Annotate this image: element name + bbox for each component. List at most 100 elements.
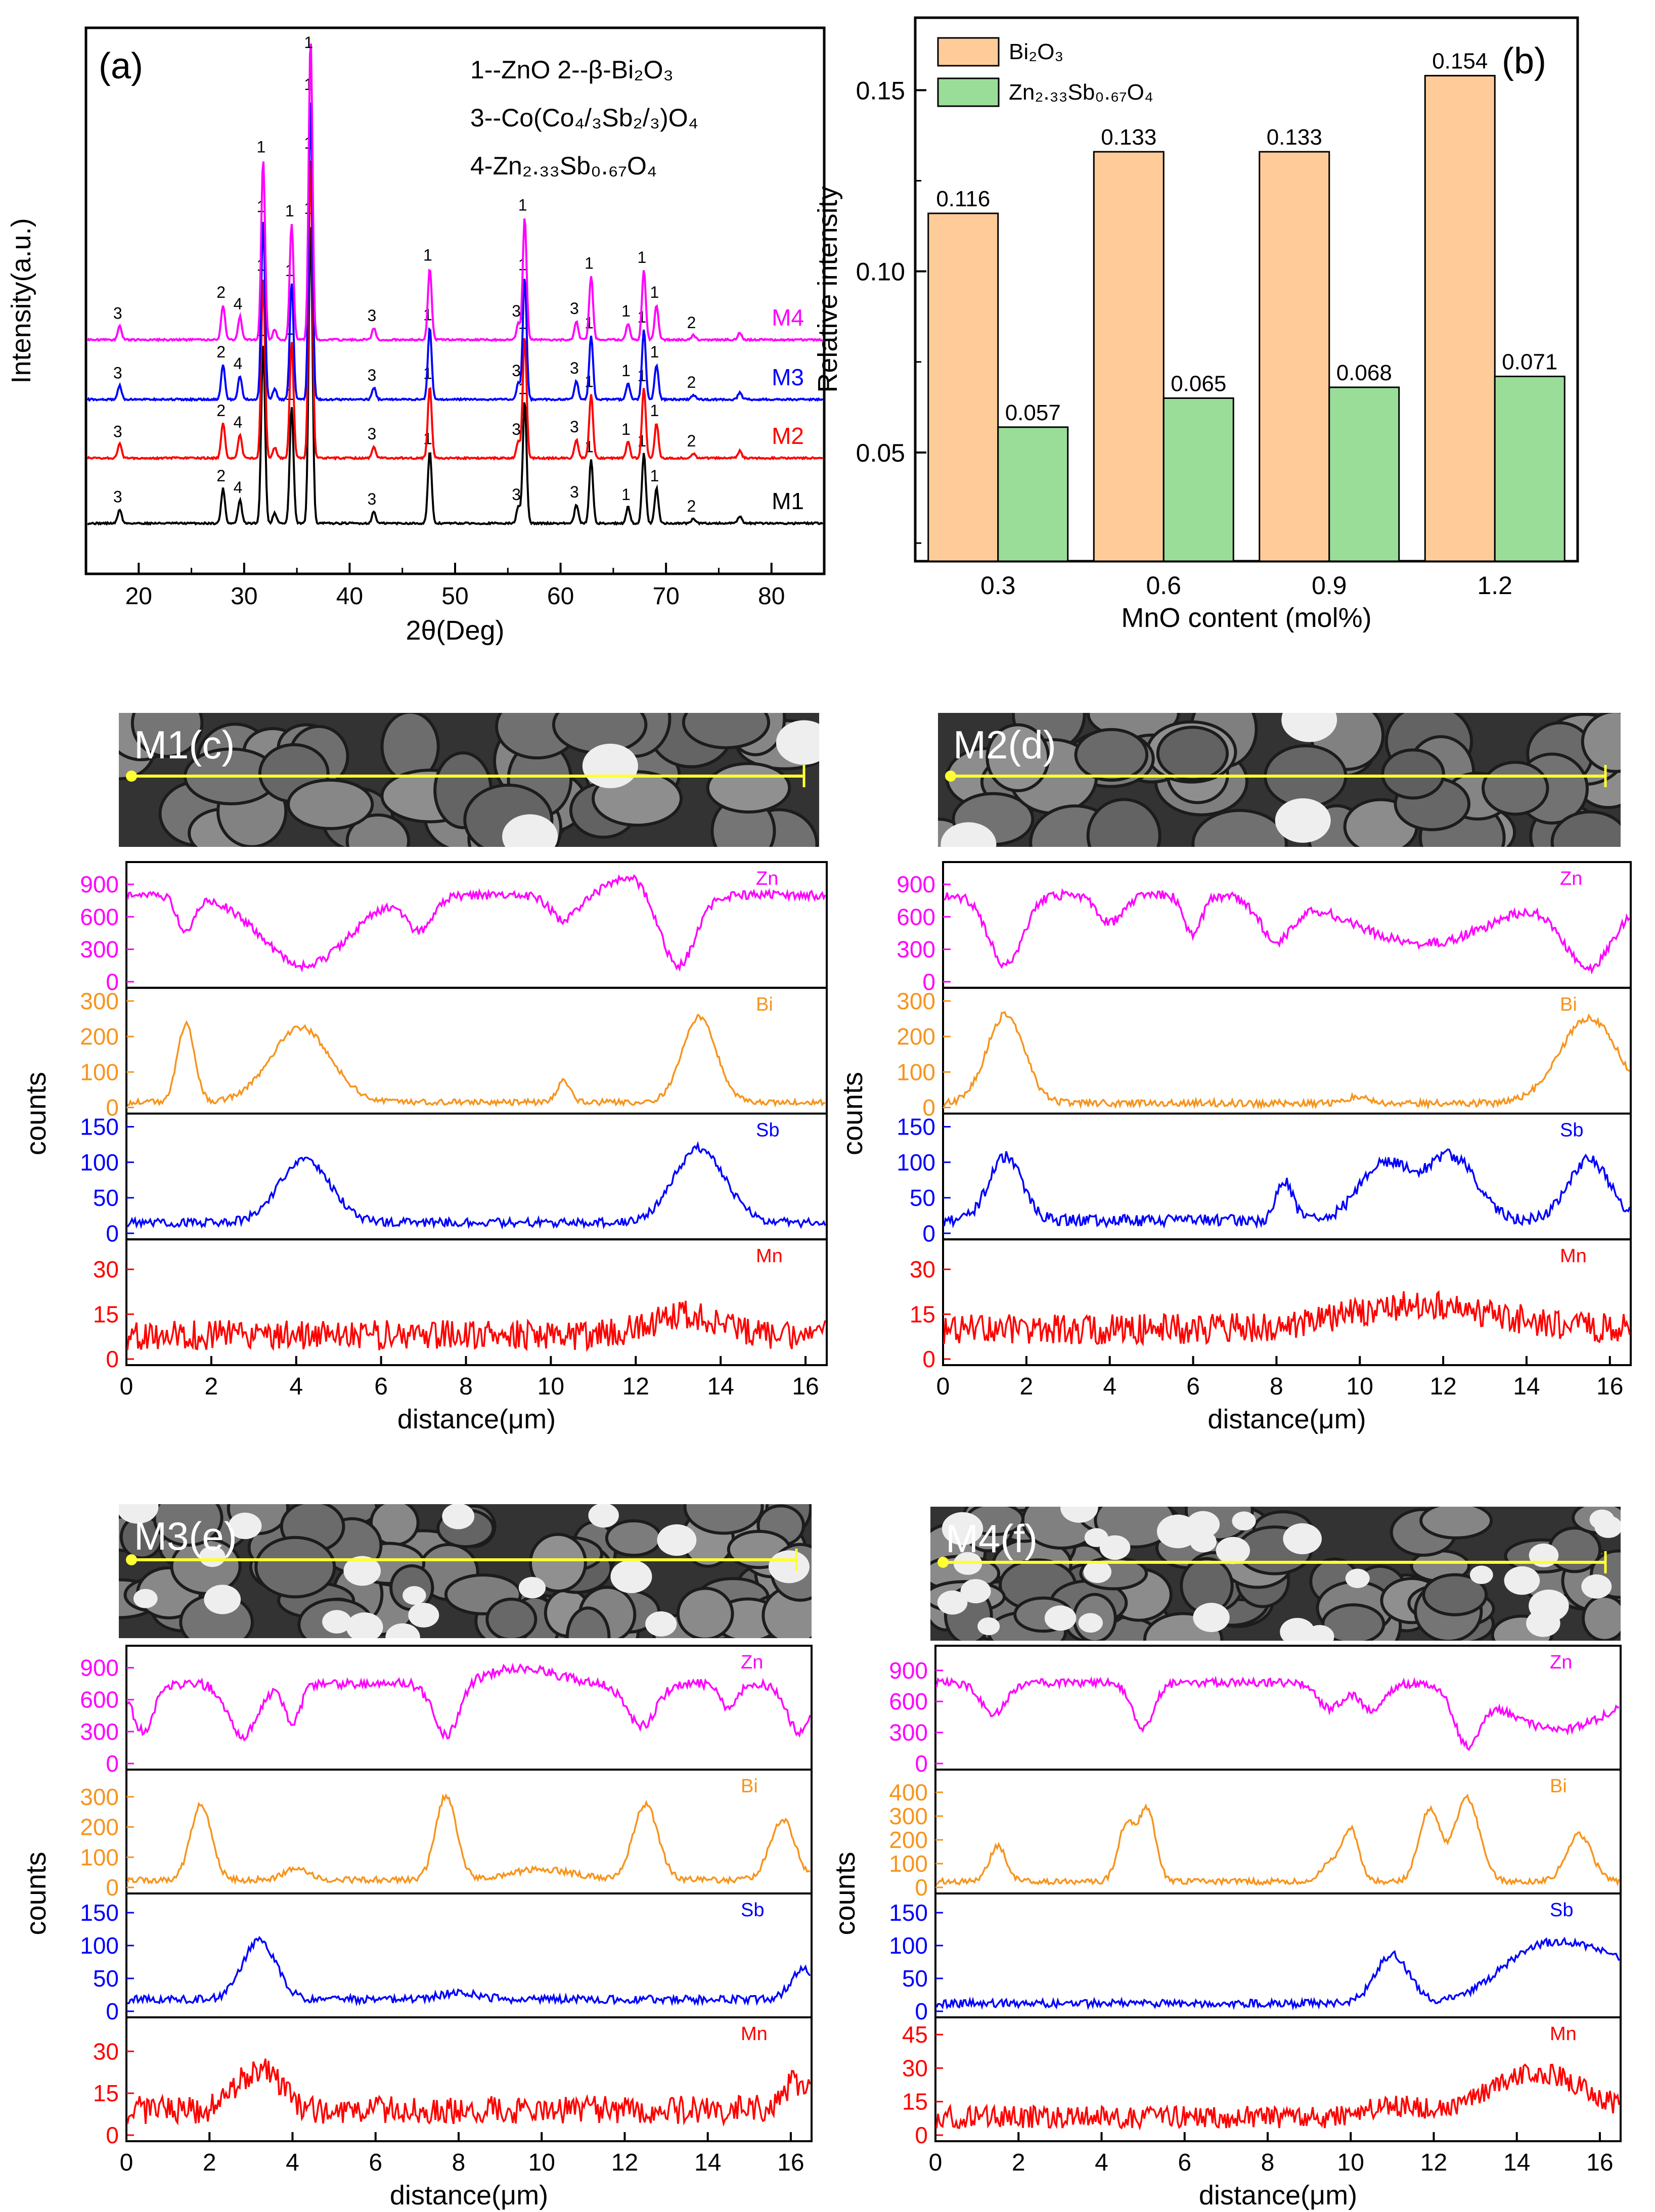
bright-phase — [1345, 1568, 1370, 1588]
y-tick-label: 100 — [80, 1059, 119, 1085]
series-label: M4 — [772, 304, 804, 331]
y-tick-label: 0 — [922, 1220, 935, 1246]
y-tick-label: 100 — [80, 1149, 119, 1176]
peak-label: 3 — [368, 490, 377, 508]
grain — [1581, 713, 1621, 773]
y-tick-label: 100 — [889, 1932, 928, 1959]
scan-series-sb — [943, 1148, 1631, 1229]
y-tick-label: 15 — [910, 1301, 935, 1327]
bar-value-label: 0.071 — [1502, 350, 1557, 375]
scan-line-start — [126, 1554, 137, 1565]
bright-phase — [322, 1610, 352, 1634]
x-tick-label: 14 — [1503, 2149, 1530, 2176]
peak-label: 1 — [650, 283, 659, 301]
bright-phase — [645, 1611, 677, 1637]
bright-phase — [1044, 1605, 1077, 1631]
scan-series-mn — [126, 2058, 811, 2127]
bright-phase — [502, 814, 558, 847]
element-label: Sb — [1550, 1900, 1573, 1921]
y-tick-label: 300 — [80, 936, 119, 963]
y-tick-label: 600 — [897, 904, 935, 930]
y-axis-label: counts — [20, 1072, 52, 1155]
peak-label: 1 — [650, 343, 659, 361]
grain — [254, 1536, 336, 1599]
series-label: M1 — [772, 488, 804, 514]
bright-phase — [1060, 1507, 1098, 1523]
track-frame — [934, 2016, 1622, 2142]
y-tick-label: 0 — [106, 969, 119, 995]
bright-phase — [1078, 1613, 1103, 1633]
y-axis-label: Intensity(a.u.) — [6, 218, 36, 383]
peak-label: 2 — [216, 467, 226, 485]
bar-value-label: 0.154 — [1432, 49, 1488, 74]
bar-panel: 0.05 0.10 0.15 0.3 0.116 0.057 0.6 0.133 0.065 0.… — [813, 16, 1579, 633]
element-label: Sb — [756, 1120, 779, 1141]
peak-label: 2 — [687, 432, 696, 450]
grain — [485, 1597, 538, 1638]
peak-label: 1 — [585, 254, 594, 273]
bright-phase — [1275, 798, 1331, 843]
y-tick-label: 30 — [93, 1256, 119, 1283]
peak-label: 2 — [216, 401, 226, 420]
y-tick-label: 0.10 — [856, 258, 905, 286]
panel-label: (a) — [99, 46, 143, 86]
y-tick-label: 600 — [80, 1687, 119, 1713]
y-tick-label: 0 — [106, 1095, 119, 1121]
element-label: Bi — [1560, 994, 1577, 1015]
y-tick-label: 200 — [897, 1023, 935, 1050]
y-tick-label: 0 — [106, 2122, 119, 2148]
y-tick-label: 100 — [897, 1149, 935, 1176]
x-tick-label: 0 — [929, 2149, 943, 2176]
legend-swatch — [937, 37, 1000, 67]
x-tick-label: 0 — [936, 1373, 950, 1400]
peak-label: 3 — [368, 366, 377, 384]
eds-panel-f: M4(f)9006003000Zn4003002001000Bi15010050… — [829, 1507, 1622, 2210]
xrd-series-m4 — [86, 43, 823, 343]
bar-value-label: 0.068 — [1336, 360, 1392, 385]
grain — [130, 713, 204, 758]
y-tick-label: 0 — [106, 1998, 119, 2024]
y-tick-label: 400 — [889, 1779, 928, 1805]
peak-label: 1 — [518, 196, 527, 214]
y-tick-label: 0 — [106, 1346, 119, 1372]
element-label: Mn — [1560, 1245, 1587, 1267]
y-tick-label: 100 — [889, 1850, 928, 1877]
bright-phase — [1594, 1516, 1621, 1538]
x-tick-label: 12 — [622, 1373, 649, 1400]
bar-value-label: 0.133 — [1267, 125, 1322, 150]
x-tick-label: 2 — [1012, 2149, 1025, 2176]
eds-panel-c: M1(c)9006003000Zn3002001000Bi150100500Sb… — [20, 713, 828, 1434]
grain — [1321, 1603, 1385, 1641]
bright-phase — [960, 1579, 991, 1604]
grain — [1381, 748, 1445, 800]
bright-phase — [1283, 1523, 1322, 1555]
x-axis-label: distance(μm) — [390, 2180, 548, 2210]
peak-label: 2 — [687, 373, 696, 391]
scan-series-zn — [943, 888, 1631, 975]
sem-image — [938, 713, 1621, 847]
bright-phase — [402, 1586, 426, 1605]
x-tick-label: 0.3 — [980, 571, 1016, 600]
xrd-frame — [84, 26, 826, 575]
bar — [997, 426, 1069, 562]
sem-image — [119, 1504, 812, 1638]
bar — [1093, 151, 1165, 562]
peak-label: 1 — [650, 401, 659, 420]
y-tick-label: 600 — [80, 904, 119, 930]
grain — [706, 762, 791, 814]
bright-phase — [1504, 1566, 1540, 1595]
element-label: Sb — [1560, 1120, 1583, 1141]
bright-phase — [1281, 713, 1337, 742]
peak-label: 3 — [570, 299, 579, 318]
xrd-series-m2 — [86, 160, 823, 461]
peak-label: 1 — [304, 33, 313, 52]
element-label: Zn — [741, 1652, 763, 1673]
peak-label: 1 — [637, 248, 646, 266]
element-label: Zn — [756, 868, 778, 889]
grain — [565, 1606, 611, 1638]
bar-value-label: 0.057 — [1005, 400, 1061, 425]
track-frame — [125, 2016, 813, 2142]
bright-phase — [228, 1512, 262, 1540]
x-tick-label: 14 — [1513, 1373, 1540, 1400]
y-tick-label: 150 — [897, 1114, 935, 1140]
